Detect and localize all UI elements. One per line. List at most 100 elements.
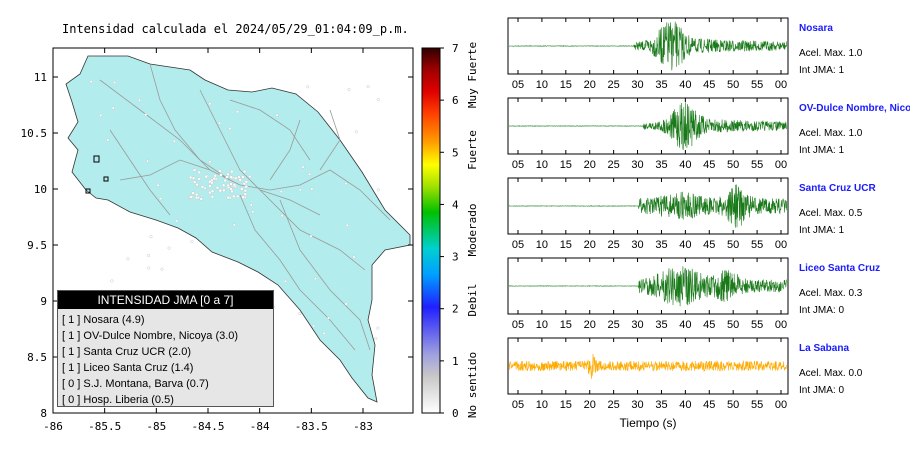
dot — [283, 279, 287, 283]
dot — [222, 188, 226, 193]
dot — [235, 194, 240, 199]
colorbar-tick-label: 3 — [452, 251, 459, 264]
time-tick-label: 00 — [775, 79, 787, 91]
station-jma: Int JMA: 0 — [799, 305, 845, 316]
time-tick-label: 35 — [655, 159, 667, 171]
time-tick-label: 35 — [655, 319, 667, 331]
time-tick-label: 00 — [775, 399, 787, 411]
time-tick-label: 20 — [584, 79, 596, 91]
time-tick-label: 50 — [727, 399, 739, 411]
dot — [208, 184, 212, 188]
lat-tick-label: 9.5 — [27, 239, 47, 252]
time-tick-label: 45 — [703, 399, 715, 411]
dot — [195, 182, 199, 187]
dot — [244, 180, 249, 184]
station-accel: Acel. Max. 0.3 — [799, 288, 863, 299]
dot — [219, 173, 223, 177]
time-tick-label: 35 — [655, 399, 667, 411]
time-tick-label: 25 — [608, 159, 620, 171]
dot — [99, 113, 103, 117]
lon-tick-label: -85 — [146, 420, 166, 433]
road — [239, 169, 391, 221]
time-tick-label: 45 — [703, 239, 715, 251]
dot — [248, 174, 252, 179]
colorbar-category-label: Debil — [466, 283, 479, 316]
lat-tick-label: 8.5 — [27, 351, 47, 364]
dot — [313, 277, 317, 281]
dot — [352, 255, 356, 259]
dot — [221, 183, 226, 187]
dot — [192, 168, 197, 172]
time-tick-label: 00 — [775, 239, 787, 251]
lat-tick-label: 9 — [40, 295, 47, 308]
dot — [280, 214, 284, 218]
dot — [312, 324, 316, 328]
legend-item: [ 1 ] Liceo Santa Cruz (1.4) — [62, 362, 194, 374]
dot — [149, 235, 153, 239]
time-tick-label: 30 — [631, 79, 643, 91]
time-tick-label: 20 — [584, 159, 596, 171]
dot — [215, 186, 220, 190]
dot — [146, 159, 150, 163]
colorbar-tick-label: 6 — [452, 94, 459, 107]
station-jma: Int JMA: 1 — [799, 65, 845, 76]
lon-tick-label: -84 — [250, 420, 270, 433]
time-tick-label: 05 — [512, 319, 524, 331]
time-tick-label: 05 — [512, 79, 524, 91]
lat-tick-label: 10 — [34, 183, 47, 196]
road — [239, 194, 356, 351]
dot — [327, 316, 331, 320]
dot — [249, 203, 253, 207]
time-tick-label: 30 — [631, 399, 643, 411]
dot — [194, 192, 199, 197]
time-tick-label: 55 — [751, 79, 763, 91]
dot — [237, 175, 241, 179]
colorbar-tick-label: 4 — [452, 198, 459, 211]
dot — [147, 253, 151, 257]
dot — [251, 210, 255, 214]
road — [109, 129, 171, 216]
station-accel: Acel. Max. 1.0 — [799, 48, 863, 59]
time-tick-label: 05 — [512, 399, 524, 411]
dot — [218, 169, 222, 173]
time-tick-label: 20 — [584, 239, 596, 251]
time-tick-label: 55 — [751, 319, 763, 331]
dot — [126, 257, 130, 261]
time-tick-label: 50 — [727, 79, 739, 91]
dot — [229, 175, 233, 179]
dot — [226, 183, 230, 188]
dot — [208, 180, 212, 184]
dot — [232, 223, 236, 227]
dot — [309, 234, 313, 238]
dot — [203, 186, 207, 190]
dot — [226, 195, 230, 200]
dot — [243, 192, 248, 196]
dot — [144, 113, 148, 117]
time-tick-label: 10 — [536, 79, 548, 91]
dot — [322, 331, 326, 335]
station-accel: Acel. Max. 0.0 — [799, 368, 863, 379]
road — [259, 189, 366, 271]
dot — [308, 172, 312, 176]
dot — [301, 165, 305, 169]
colorbar-tick-label: 1 — [452, 355, 459, 368]
dot — [345, 223, 349, 227]
dot — [147, 266, 151, 270]
station-marker-2 — [103, 176, 109, 182]
station-marker-1 — [93, 155, 100, 163]
dot — [240, 187, 244, 191]
dot — [197, 177, 201, 181]
station-accel: Acel. Max. 1.0 — [799, 128, 863, 139]
dot — [223, 178, 227, 183]
waveform-trace — [508, 184, 787, 228]
dot — [347, 88, 351, 92]
map-title: Intensidad calculada el 2024/05/29_01:04… — [62, 22, 409, 36]
colorbar-tick-label: 2 — [452, 303, 459, 316]
legend-item: [ 1 ] OV-Dulce Nombre, Nicoya (3.0) — [62, 330, 239, 342]
dot — [113, 80, 117, 84]
dot — [159, 197, 163, 201]
map-axes: -86 -85.5 -85 -84.5 -84 -83.5 -83 11 10.5 10 9.5 9 8… — [21, 48, 413, 433]
lat-tick-label: 10.5 — [21, 127, 48, 140]
colorbar-ticks: 0 1 2 3 4 5 6 7 No sentido Debil Moderado Fuerte Muy… — [440, 42, 479, 420]
seismogram-panel: 05 10 15 20 25 30 35 40 45 50 55 00 — [507, 177, 789, 251]
